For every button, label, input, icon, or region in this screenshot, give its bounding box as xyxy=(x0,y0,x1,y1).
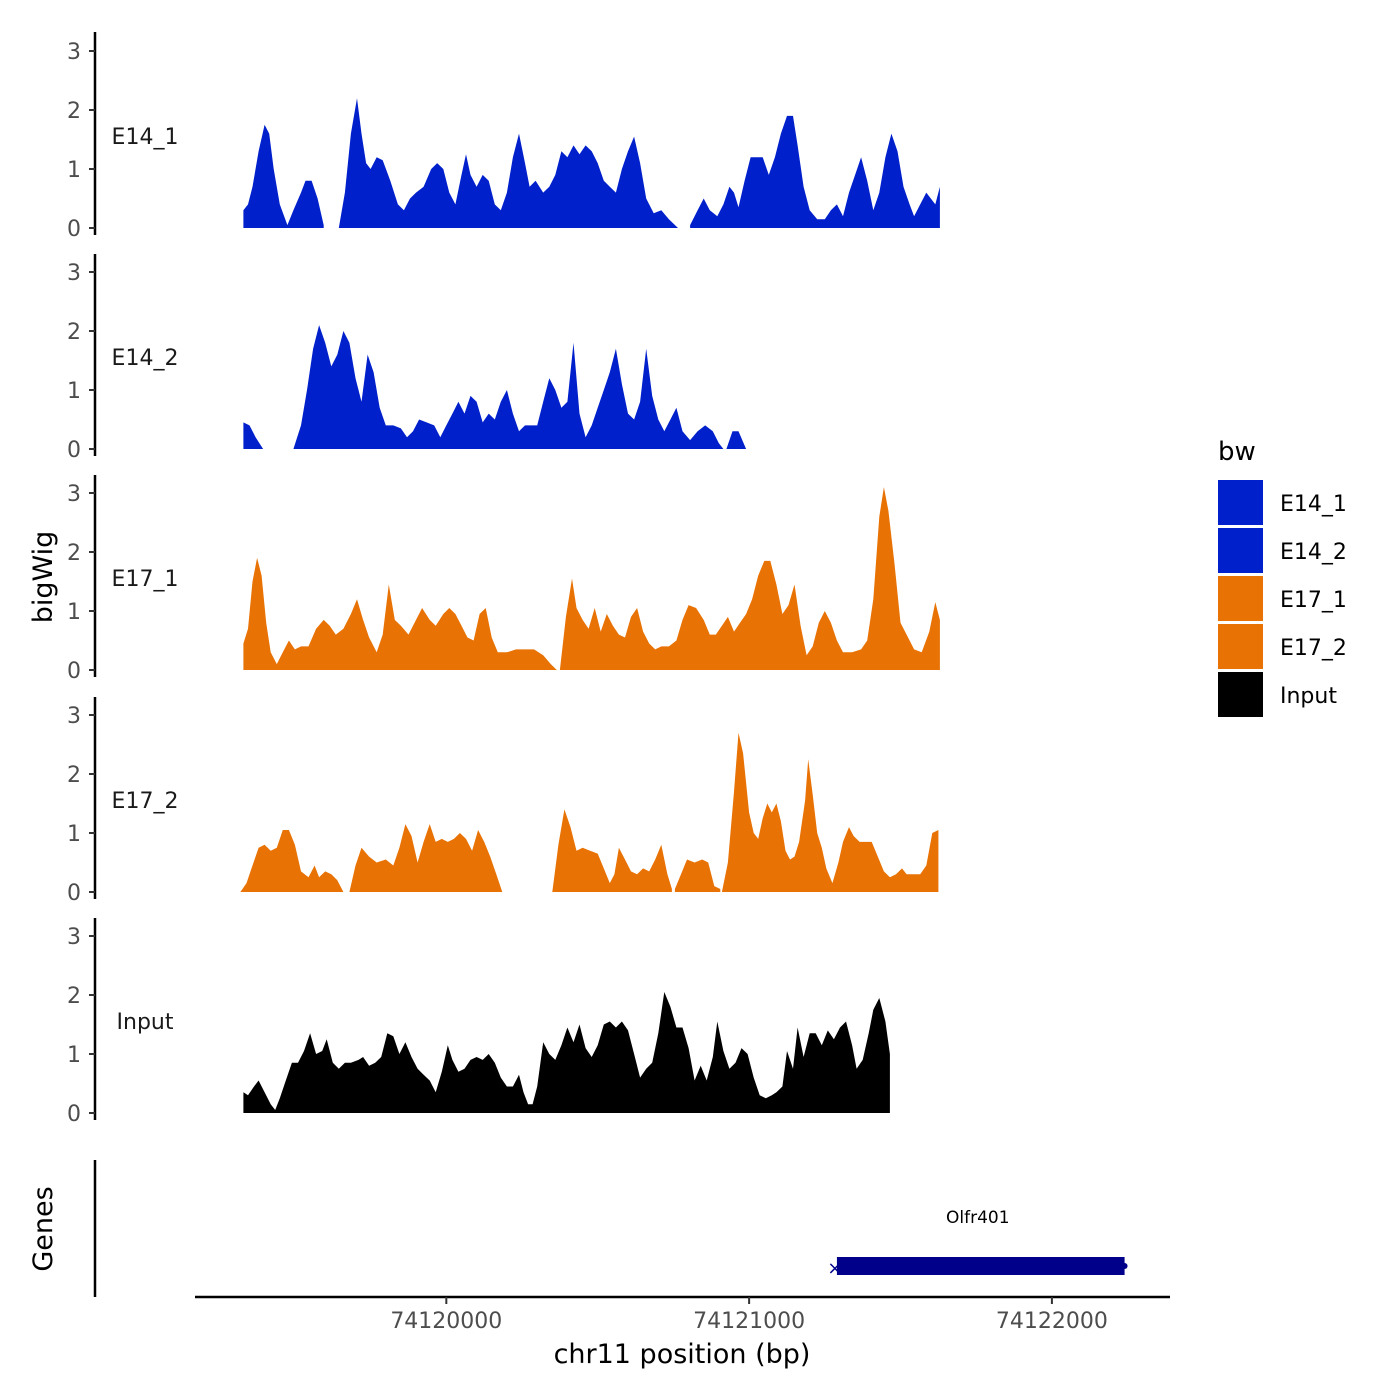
legend-label: E17_2 xyxy=(1280,636,1347,661)
x-axis: 74120000 74121000 74122000 xyxy=(195,1295,1170,1334)
y-tick-label: 1 xyxy=(67,1043,81,1068)
legend-key xyxy=(1218,576,1263,621)
coverage-area xyxy=(552,809,672,892)
track-label: Input xyxy=(117,1010,174,1035)
y-tick-label: 2 xyxy=(67,99,81,124)
coverage-area xyxy=(349,824,503,892)
y-tick-label: 1 xyxy=(67,379,81,404)
legend-label: E17_1 xyxy=(1280,588,1347,613)
coverage-area xyxy=(243,422,264,449)
y-tick-label: 1 xyxy=(67,822,81,847)
legend-key xyxy=(1218,672,1263,717)
coverage-area xyxy=(721,732,939,892)
y-tick-label: 0 xyxy=(67,217,81,242)
coverage-area xyxy=(243,992,890,1113)
legend-key xyxy=(1218,528,1263,573)
legend-label: Input xyxy=(1280,684,1337,709)
y-tick-label: 2 xyxy=(67,763,81,788)
y-tick-label: 0 xyxy=(67,659,81,684)
coverage-area xyxy=(243,124,324,228)
x-axis-title: chr11 position (bp) xyxy=(554,1339,811,1370)
y-axis-title: bigWig xyxy=(28,531,59,624)
gene-name-label: Olfr401 xyxy=(946,1208,1010,1228)
track-label: E14_1 xyxy=(112,125,179,150)
legend: bw E14_1 E14_2 E17_1 E17_2 Input xyxy=(1218,437,1347,717)
coverage-area xyxy=(690,115,940,228)
coverage-area xyxy=(726,431,747,449)
track-label: E17_1 xyxy=(112,567,179,592)
legend-key xyxy=(1218,480,1263,525)
genes-panel: × Olfr401 xyxy=(93,1160,1128,1297)
coverage-area xyxy=(293,325,724,449)
genes-axis-title: Genes xyxy=(28,1186,59,1271)
legend-title: bw xyxy=(1218,437,1256,467)
coverage-area xyxy=(240,830,344,892)
gene-body xyxy=(836,1257,1125,1275)
coverage-area xyxy=(674,859,721,892)
y-tick-label: 3 xyxy=(67,261,81,286)
gene-end-marker xyxy=(1121,1263,1128,1269)
y-tick-label: 0 xyxy=(67,881,81,906)
y-tick-label: 0 xyxy=(67,438,81,463)
y-tick-label: 3 xyxy=(67,482,81,507)
y-tick-label: 1 xyxy=(67,158,81,183)
track-e17-1: 0 1 2 3 E17_1 xyxy=(67,475,940,684)
track-e14-1: 0 1 2 3 E14_1 xyxy=(67,32,940,242)
coverage-area xyxy=(559,487,940,670)
x-tick-label: 74122000 xyxy=(996,1309,1108,1334)
track-e17-2: 0 1 2 3 E17_2 xyxy=(67,697,939,906)
y-tick-label: 2 xyxy=(67,541,81,566)
gene-strand-marker: × xyxy=(827,1258,842,1279)
x-tick-label: 74121000 xyxy=(693,1309,805,1334)
legend-label: E14_2 xyxy=(1280,540,1347,565)
y-tick-label: 0 xyxy=(67,1102,81,1127)
y-tick-label: 2 xyxy=(67,984,81,1009)
y-tick-label: 2 xyxy=(67,320,81,345)
gene-olfr401: × Olfr401 xyxy=(827,1208,1128,1279)
track-e14-2: 0 1 2 3 E14_2 xyxy=(67,254,747,463)
coverage-area xyxy=(243,557,557,670)
y-tick-label: 1 xyxy=(67,600,81,625)
legend-label: E14_1 xyxy=(1280,492,1347,517)
coverage-area xyxy=(338,98,678,228)
x-tick-label: 74120000 xyxy=(390,1309,502,1334)
track-label: E14_2 xyxy=(112,346,179,371)
y-tick-label: 3 xyxy=(67,925,81,950)
tracks-layer: 0 1 2 3 E14_1 0 1 2 3 E14_2 0 1 2 3 E17_1 0 1 2 3 E17_2 0 1 2 3… xyxy=(67,32,940,1127)
y-tick-label: 3 xyxy=(67,40,81,65)
track-label: E17_2 xyxy=(112,789,179,814)
track-input: 0 1 2 3 Input xyxy=(67,918,890,1127)
y-tick-label: 3 xyxy=(67,704,81,729)
legend-key xyxy=(1218,624,1263,669)
